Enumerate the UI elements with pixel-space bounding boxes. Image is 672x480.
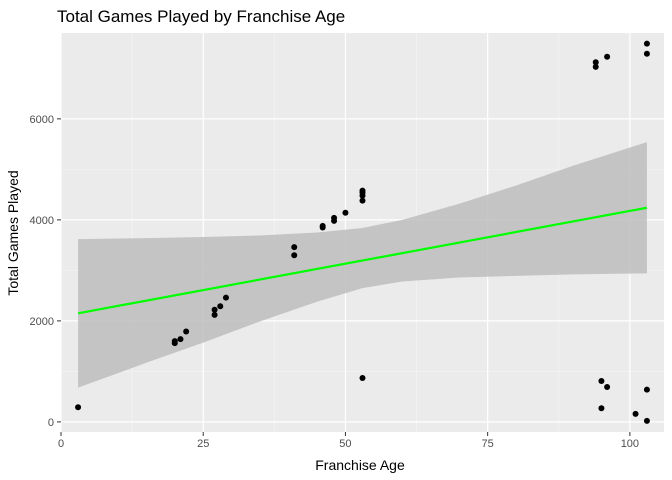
data-point — [183, 328, 189, 334]
y-tick-label: 6000 — [30, 114, 54, 126]
x-axis-ticks: 0 25 50 75 100 — [58, 432, 639, 450]
data-point — [291, 244, 297, 250]
data-point — [633, 411, 639, 417]
data-point — [331, 215, 337, 221]
data-point — [177, 336, 183, 342]
x-tick-label: 50 — [339, 438, 351, 450]
data-point — [593, 59, 599, 65]
x-tick-label: 25 — [197, 438, 209, 450]
data-point — [598, 405, 604, 411]
x-tick-label: 75 — [482, 438, 494, 450]
data-point — [342, 210, 348, 216]
data-point — [75, 404, 81, 410]
x-tick-label: 0 — [58, 438, 64, 450]
y-tick-label: 2000 — [30, 316, 54, 328]
data-point — [217, 303, 223, 309]
data-point — [291, 252, 297, 258]
data-point — [360, 188, 366, 194]
data-point — [604, 54, 610, 60]
data-point — [598, 378, 604, 384]
data-point — [644, 387, 650, 393]
data-point — [172, 338, 178, 344]
data-point — [212, 307, 218, 313]
x-axis-title: Franchise Age — [315, 457, 405, 473]
y-axis-title: Total Games Played — [5, 170, 21, 295]
data-point — [320, 223, 326, 229]
data-point — [604, 384, 610, 390]
data-point — [223, 295, 229, 301]
y-axis-ticks: 0 2000 4000 6000 — [30, 114, 61, 429]
data-point — [644, 418, 650, 424]
data-point — [360, 375, 366, 381]
x-tick-label: 100 — [621, 438, 639, 450]
y-tick-label: 4000 — [30, 215, 54, 227]
y-tick-label: 0 — [48, 417, 54, 429]
data-point — [644, 41, 650, 47]
data-point — [644, 51, 650, 57]
chart-title: Total Games Played by Franchise Age — [57, 7, 345, 26]
